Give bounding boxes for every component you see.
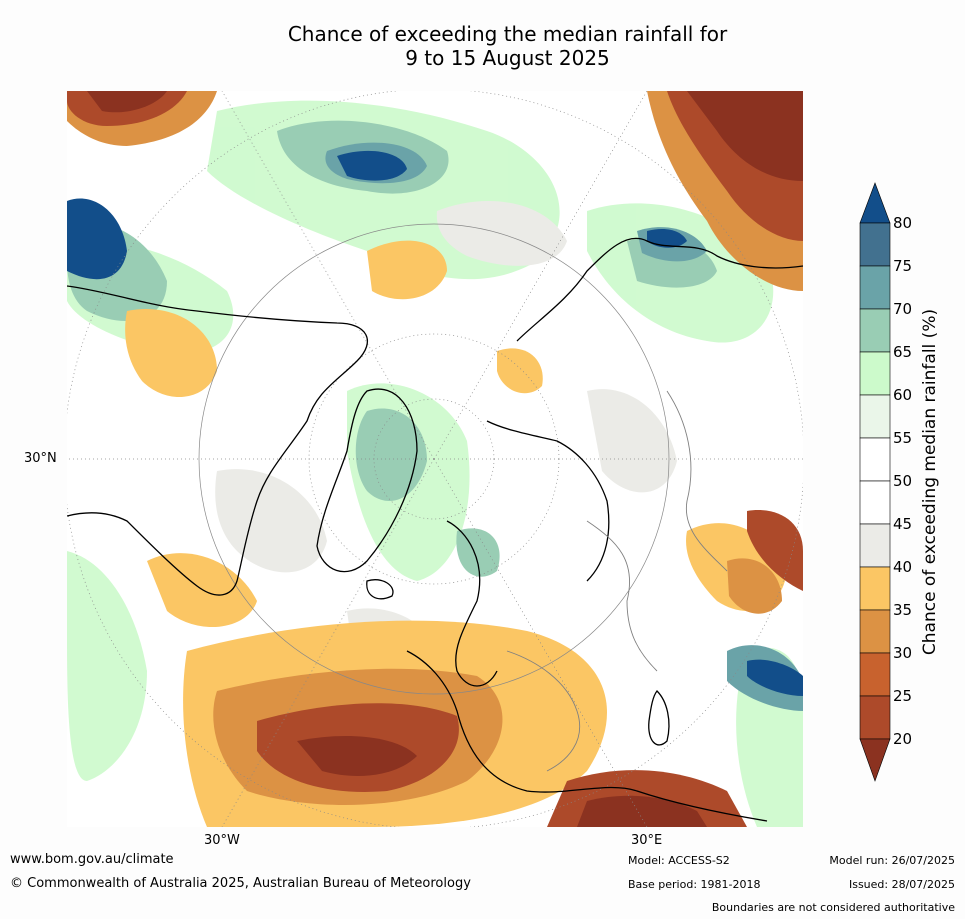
colorbar-segment <box>859 480 891 525</box>
colorbar-label: Chance of exceeding median rainfall (%) <box>920 308 940 656</box>
colorbar-tick-label: 25 <box>893 687 913 705</box>
footer-base-period: Base period: 1981-2018 <box>628 878 761 891</box>
colorbar-tick-label: 75 <box>893 257 913 275</box>
colorbar-segment <box>859 308 891 353</box>
borders <box>506 390 728 772</box>
title-line-1: Chance of exceeding the median rainfall … <box>287 22 728 46</box>
colorbar-segment <box>859 609 891 654</box>
rainfall-map <box>67 91 803 827</box>
colorbar-tick-label: 60 <box>893 386 913 404</box>
colorbar-tick-label: 20 <box>893 730 913 748</box>
title-line-2: 9 to 15 August 2025 <box>405 46 610 70</box>
colorbar-extend-high <box>859 182 891 224</box>
coast-europe <box>406 650 768 822</box>
lon-label-30w: 30°W <box>204 833 240 848</box>
coast-iceland <box>366 579 394 600</box>
footer-boundaries-note: Boundaries are not considered authoritat… <box>711 901 955 914</box>
footer-model-run: Model run: 26/07/2025 <box>829 854 955 867</box>
colorbar-extend-low <box>859 738 891 782</box>
coastlines <box>67 237 803 822</box>
colorbar-tick-label: 45 <box>893 515 913 533</box>
footer-issued: Issued: 28/07/2025 <box>848 878 955 891</box>
colorbar-tick-label: 80 <box>893 214 913 232</box>
colorbar-tick-label: 30 <box>893 644 913 662</box>
colorbar-tick-label: 35 <box>893 601 913 619</box>
colorbar-tick-label: 65 <box>893 343 913 361</box>
map-title: Chance of exceeding the median rainfall … <box>200 22 815 70</box>
colorbar-segment <box>859 394 891 439</box>
coast-greenland <box>316 388 418 573</box>
coast-scandinavia <box>446 520 498 687</box>
coast-caspian <box>648 690 670 746</box>
footer-url[interactable]: www.bom.gov.au/climate <box>10 852 174 867</box>
colorbar-tick-label: 55 <box>893 429 913 447</box>
probability-above-80 <box>67 150 803 696</box>
colorbar-segment <box>859 695 891 740</box>
coast-arctic-russia <box>486 420 610 582</box>
colorbar <box>859 182 891 782</box>
lon-label-30e: 30°E <box>631 833 663 848</box>
probability-below-20 <box>87 91 803 827</box>
footer-model: Model: ACCESS-S2 <box>628 854 730 867</box>
colorbar-segment <box>859 265 891 310</box>
colorbar-segment <box>859 652 891 697</box>
coast-asia <box>516 237 803 342</box>
colorbar-tick-label: 40 <box>893 558 913 576</box>
colorbar-segment <box>859 222 891 267</box>
colorbar-segment <box>859 351 891 396</box>
colorbar-segment <box>859 437 891 482</box>
footer-copyright: © Commonwealth of Australia 2025, Austra… <box>10 876 471 891</box>
coast-north-america <box>67 285 369 596</box>
graticule <box>67 91 803 827</box>
colorbar-tick-label: 70 <box>893 300 913 318</box>
lat-label-30n: 30°N <box>24 451 57 466</box>
colorbar-tick-label: 50 <box>893 472 913 490</box>
colorbar-segment <box>859 523 891 568</box>
colorbar-segment <box>859 566 891 611</box>
